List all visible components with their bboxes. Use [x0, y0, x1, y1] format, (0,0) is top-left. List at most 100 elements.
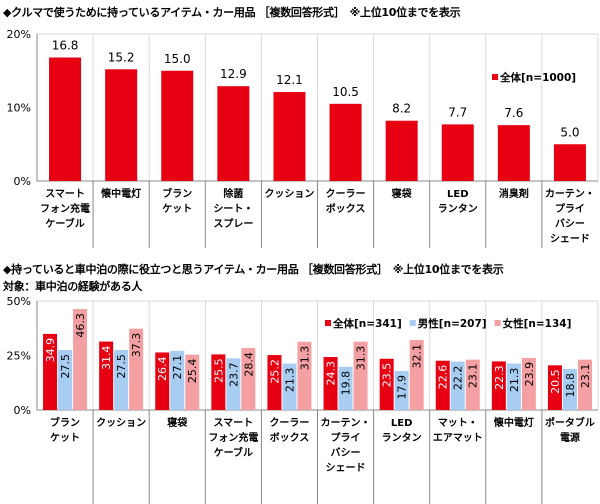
- chart2-category-label: ボックス: [270, 431, 310, 444]
- chart2-category-label: フォン充電: [208, 431, 258, 444]
- chart2-data-label: 22.6: [437, 365, 450, 390]
- chart1-data-label: 5.0: [560, 125, 579, 139]
- chart2-category-label: ランタン: [382, 432, 422, 444]
- chart2-bar: [99, 341, 114, 410]
- chart2-data-label: 21.3: [283, 368, 296, 393]
- chart2-data-label: 27.1: [171, 355, 184, 380]
- chart2-category-label: ブラン: [50, 416, 80, 429]
- chart2-ytick-label: 0%: [14, 404, 31, 417]
- chart2-bar: [577, 359, 592, 410]
- chart2-legend-label: 男性[n=207]: [418, 317, 487, 330]
- chart1-title: ◆クルマで使うために持っているアイテム・カー用品 ［複数回答形式］ ※上位10位…: [3, 6, 461, 19]
- chart2-data-label: 22.2: [452, 366, 465, 391]
- chart2-bar: [43, 333, 58, 410]
- chart2-data-label: 23.1: [579, 364, 592, 389]
- chart2-bar: [226, 358, 241, 410]
- chart2-data-label: 19.8: [340, 371, 353, 396]
- chart1-data-label: 10.5: [332, 85, 359, 99]
- chart1-ytick-label: 10%: [7, 102, 31, 115]
- chart2-bar: [185, 354, 200, 410]
- chart2-data-label: 25.5: [212, 358, 225, 383]
- chart1-data-label: 15.0: [164, 52, 191, 66]
- chart2-data-label: 25.4: [186, 359, 199, 384]
- chart2-bar: [338, 366, 353, 410]
- chart1-bar: [105, 69, 138, 181]
- chart1-category-label: 消臭剤: [499, 187, 529, 200]
- chart2-data-label: 31.3: [355, 346, 368, 371]
- chart2-bar: [409, 340, 424, 410]
- chart1-data-label: 12.9: [220, 67, 247, 81]
- chart2-category-label: カーテン・: [321, 417, 371, 429]
- chart2-bar: [129, 328, 144, 410]
- chart2-title: ◆持っていると車中泊の際に役立つと思うアイテム・カー用品 ［複数回答形式］ ※上…: [3, 263, 504, 276]
- chart1-bar: [329, 103, 362, 181]
- chart1-category-label: ケーブル: [45, 217, 84, 230]
- chart2-category-label: プライ: [331, 431, 361, 444]
- chart2-bar: [379, 358, 394, 410]
- chart2-legend-swatch: [409, 320, 416, 326]
- chart1-ytick-label: 0%: [14, 175, 31, 188]
- chart2-ytick-label: 25%: [7, 350, 31, 363]
- chart2-data-label: 27.5: [115, 354, 128, 379]
- chart2-bar: [491, 361, 506, 410]
- chart2-bar: [435, 360, 450, 410]
- chart2-bar: [562, 369, 577, 410]
- chart2-bar: [547, 365, 562, 410]
- chart2-category-label: クーラー: [269, 417, 309, 429]
- chart2-data-label: 26.4: [156, 356, 169, 381]
- chart2-bar: [267, 355, 282, 410]
- chart2-data-label: 32.1: [411, 344, 424, 369]
- chart1-category-label: フォン充電: [40, 202, 90, 215]
- chart2-bar: [211, 354, 226, 410]
- chart2-bar: [58, 350, 73, 410]
- chart2-bar: [155, 352, 170, 410]
- chart1-legend-swatch: [492, 74, 498, 80]
- chart1-category-label: ブラン: [162, 187, 192, 200]
- chart2-category-label: スマート: [213, 417, 253, 429]
- chart1-data-label: 8.2: [392, 102, 411, 116]
- chart2-data-label: 20.5: [549, 369, 562, 394]
- chart1-bar: [441, 124, 474, 181]
- chart1-bar: [161, 70, 194, 181]
- chart1-data-label: 7.6: [504, 106, 523, 120]
- chart2-data-label: 24.3: [325, 361, 338, 386]
- chart1-category-label: ケット: [162, 203, 192, 215]
- chart2-bar: [521, 357, 536, 410]
- chart1-bar: [497, 125, 530, 181]
- chart2-legend-swatch: [494, 320, 501, 326]
- chart2-bar: [297, 341, 312, 410]
- chart2-category-label: シェード: [326, 462, 366, 474]
- chart2-data-label: 23.1: [467, 364, 480, 389]
- chart1-data-label: 12.1: [276, 73, 303, 87]
- chart2-category-label: 寝袋: [167, 416, 188, 429]
- chart1-category-label: ランタン: [438, 203, 478, 215]
- chart1-ytick-label: 20%: [7, 28, 31, 41]
- chart2-category-label: エアマット: [433, 432, 483, 444]
- chart1-data-label: 16.8: [52, 39, 79, 53]
- chart2-data-label: 34.9: [44, 338, 57, 363]
- chart2-bar: [506, 363, 521, 410]
- chart1-category-label: ボックス: [326, 202, 366, 215]
- chart2-category-label: マット・: [438, 417, 478, 429]
- chart1-bar: [385, 120, 418, 181]
- chart2-data-label: 27.5: [59, 354, 72, 379]
- chart2-category-label: ケット: [50, 432, 80, 444]
- chart1-category-label: プライ: [555, 202, 585, 215]
- chart2-legend-label: 女性[n=134]: [503, 317, 572, 330]
- chart2-category-label: ポータブル: [545, 416, 595, 429]
- chart2-data-label: 23.7: [227, 362, 240, 387]
- chart1-data-label: 15.2: [108, 50, 135, 64]
- chart1-data-label: 7.7: [448, 105, 467, 119]
- chart2-category-label: 懐中電灯: [494, 416, 534, 429]
- chart2-ytick-label: 50%: [7, 295, 31, 308]
- chart2-bar: [73, 309, 88, 410]
- chart2-data-label: 21.3: [508, 368, 521, 393]
- chart1-bar: [273, 92, 306, 181]
- chart1-bar: [217, 86, 250, 181]
- chart1-legend-label: 全体[n=1000]: [499, 71, 576, 84]
- chart1-category-label: シェード: [550, 233, 590, 245]
- chart1-category-label: スマート: [45, 188, 85, 200]
- chart2-data-label: 31.3: [298, 346, 311, 371]
